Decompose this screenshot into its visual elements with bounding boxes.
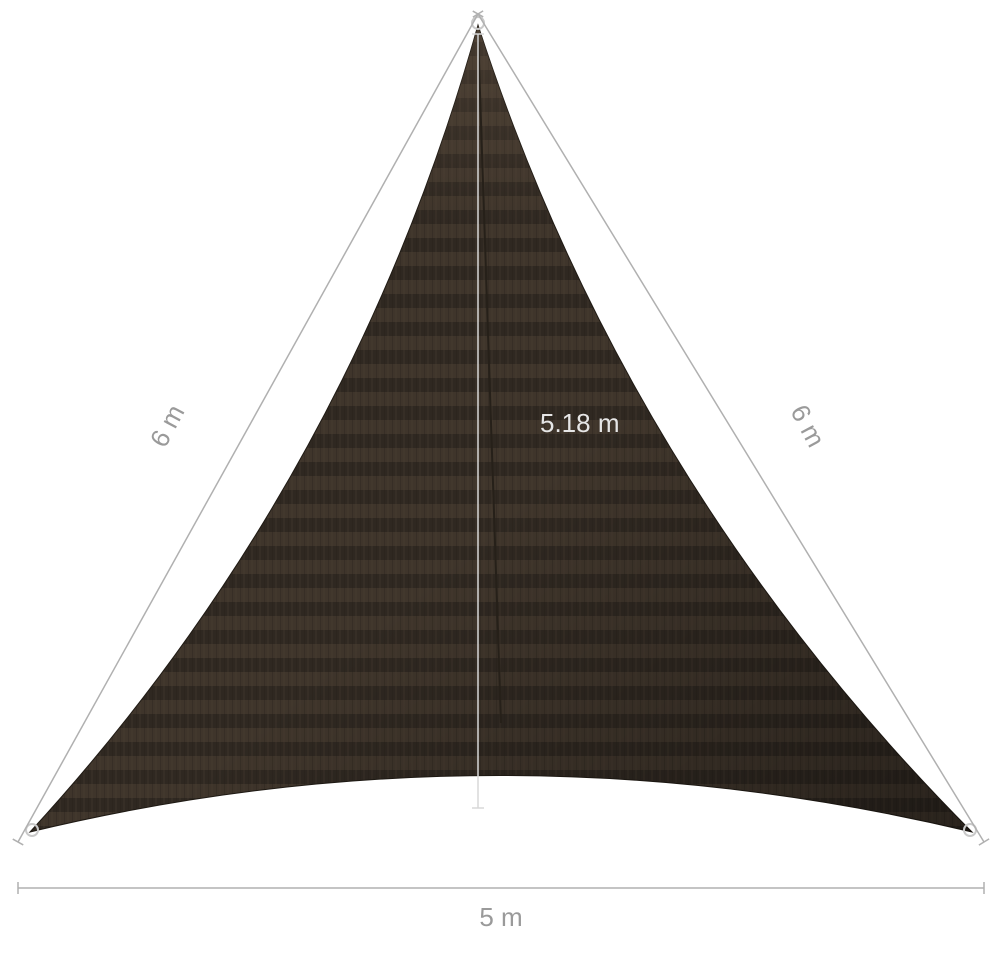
dimension-label-left: 6 m — [144, 400, 191, 452]
dimension-line-bottom — [18, 882, 984, 894]
dimension-label-bottom: 5 m — [479, 902, 522, 932]
dimension-label-right: 6 m — [785, 400, 832, 452]
shade-sail-diagram: 6 m 6 m 5 m 5.18 m — [0, 0, 1003, 962]
dimension-label-height: 5.18 m — [540, 408, 620, 438]
